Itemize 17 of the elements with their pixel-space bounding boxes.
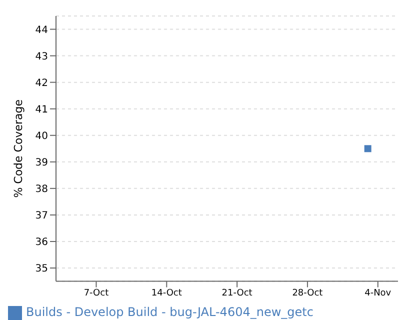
y-tick-label: 42	[35, 78, 48, 89]
x-tick-label: 4-Nov	[364, 288, 392, 299]
y-tick-label: 39	[35, 157, 48, 168]
y-tick-label: 35	[35, 264, 48, 275]
y-tick-label: 44	[35, 24, 48, 36]
legend-label: Builds - Develop Build - bug-JAL-4604_new_getc	[26, 305, 314, 320]
x-tick-label: 14-Oct	[151, 288, 182, 299]
y-axis-title: % Code Coverage	[12, 99, 25, 198]
y-tick-label: 43	[35, 51, 48, 62]
x-tick-label: 28-Oct	[292, 288, 324, 299]
y-tick-label: 38	[35, 184, 48, 195]
y-tick-label: 41	[35, 104, 48, 116]
x-tick-label: 7-Oct	[84, 288, 110, 299]
x-tick-label: 21-Oct	[222, 288, 253, 299]
y-tick-label: 37	[35, 210, 48, 222]
y-tick-label: 40	[35, 130, 48, 142]
y-tick-label: 36	[35, 237, 48, 248]
